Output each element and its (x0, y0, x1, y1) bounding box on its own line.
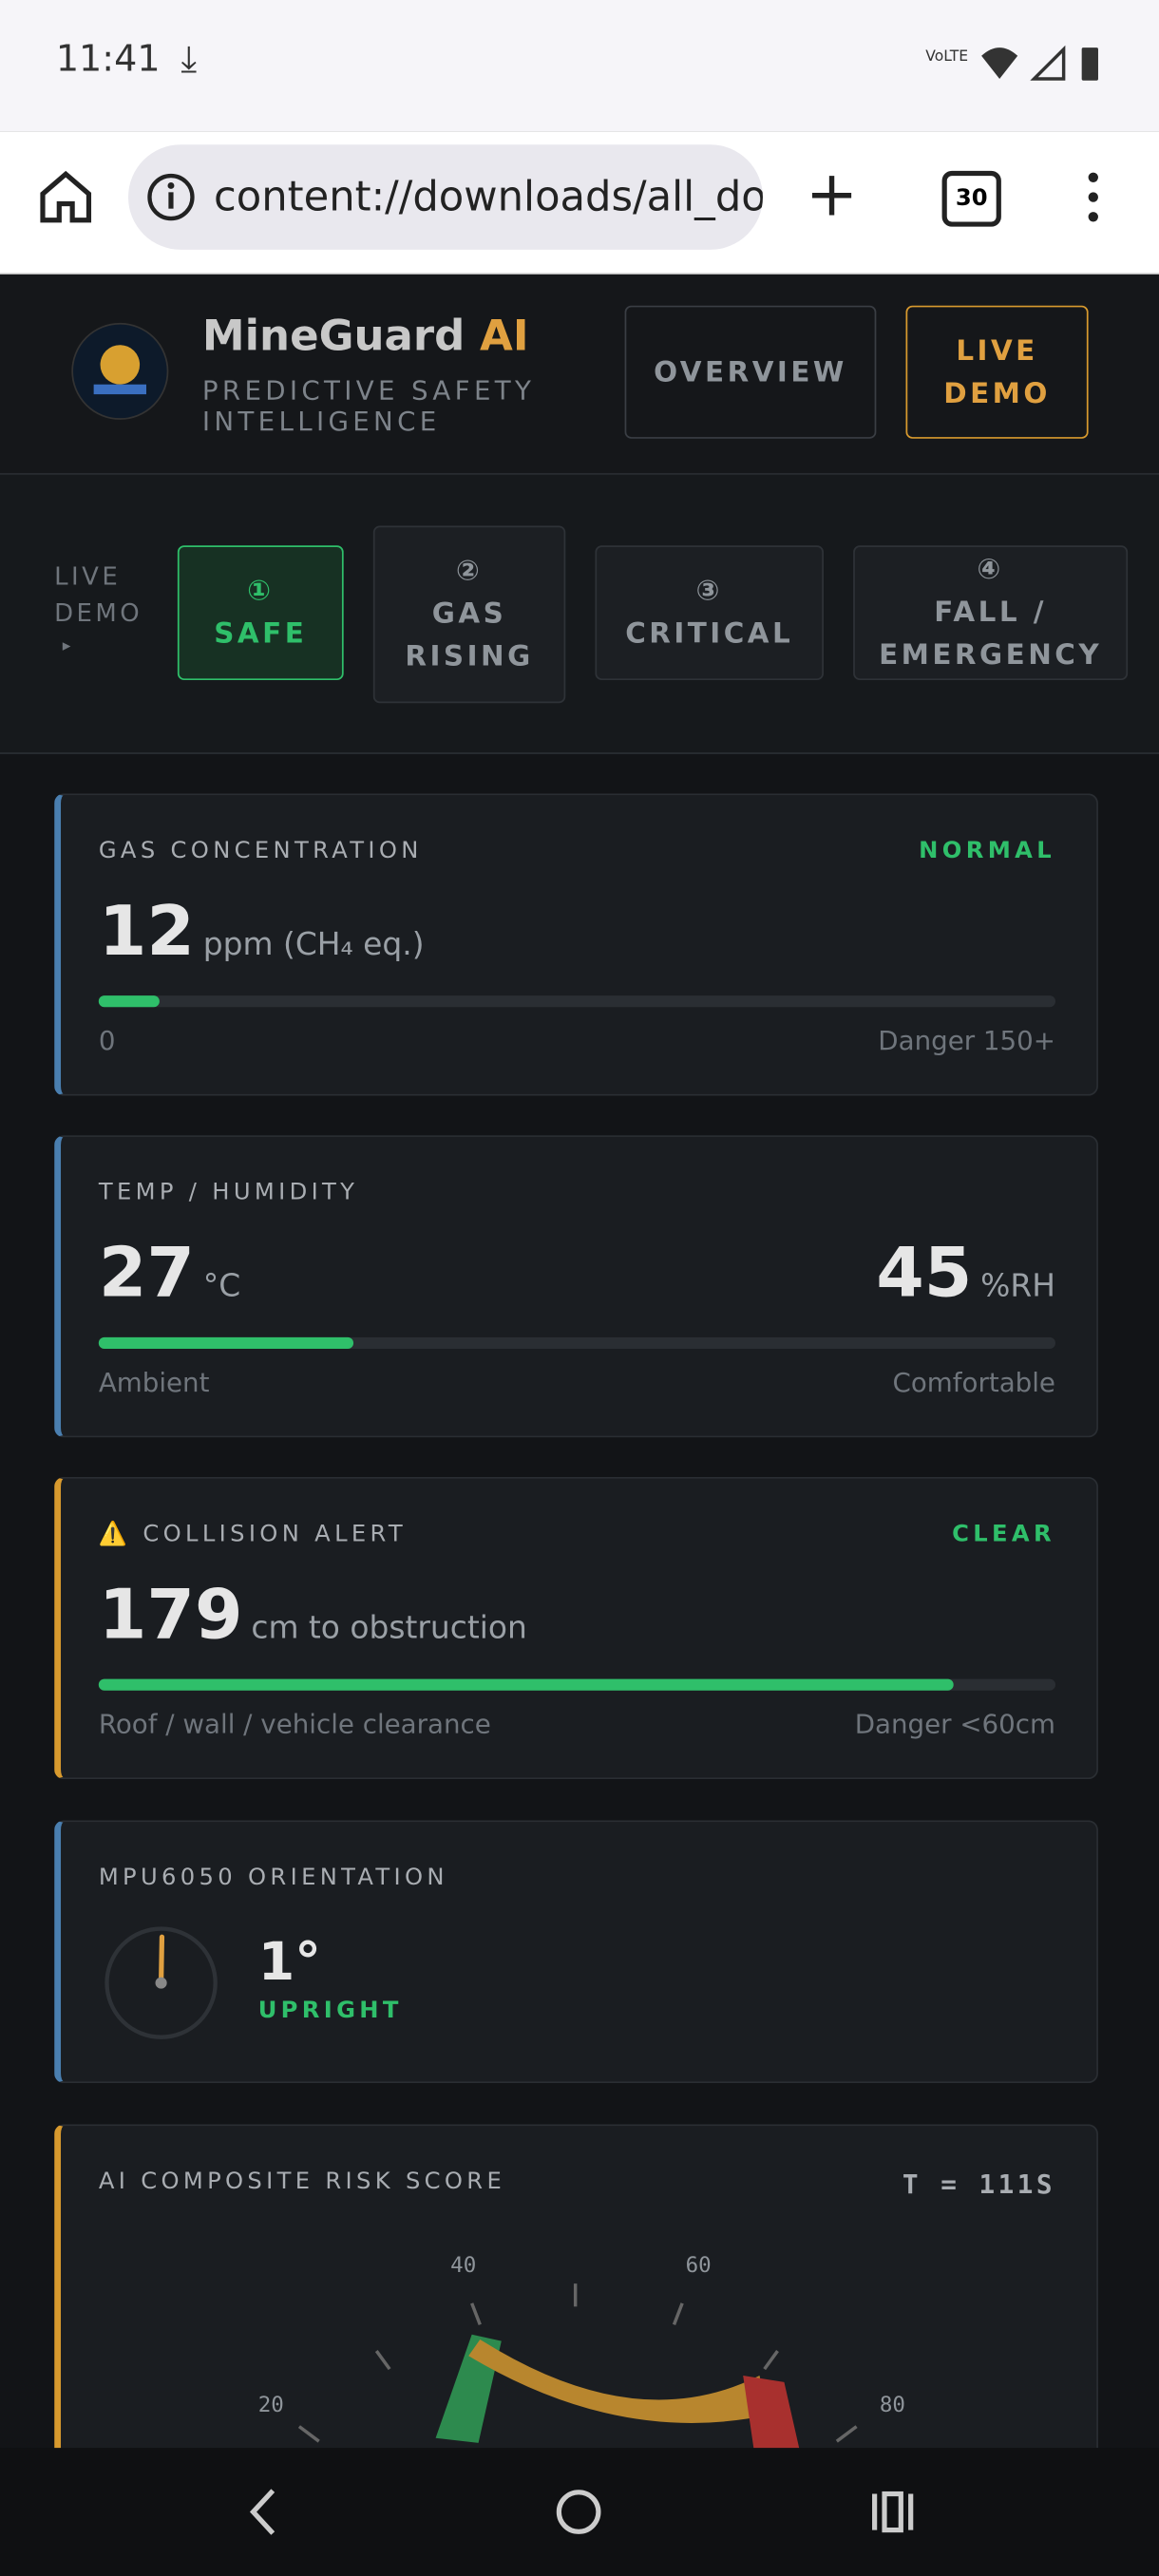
temp-reading: 27 °C (99, 1232, 240, 1313)
angle-value: 1° (257, 1930, 321, 1994)
subtitle: PREDICTIVE SAFETY INTELLIGENCE (201, 374, 536, 438)
brand-accent: AI (480, 312, 529, 362)
temp-unit: °C (202, 1268, 241, 1305)
min-label: Ambient (98, 1367, 210, 1398)
gauge-tick-label: 60 (685, 2254, 712, 2279)
gauge-warn-zone (468, 2339, 769, 2423)
demo-step[interactable]: ③ CRITICAL (595, 545, 824, 681)
reading: 12 ppm (CH₄ eq.) (99, 890, 425, 971)
step-label: GAS RISING (405, 597, 534, 674)
step-label: CRITICAL (625, 617, 794, 651)
download-icon: ⤓ (180, 39, 198, 81)
site-header (0, 274, 1159, 475)
collision-card: ⚠️ COLLISION ALERT CLEAR 179 cm to obstr… (54, 1476, 1098, 1780)
card-title: GAS CONCENTRATION (98, 838, 423, 864)
status-bar (0, 0, 1159, 132)
orientation-status: UPRIGHT (257, 1998, 403, 2024)
home-nav-button[interactable] (556, 2490, 601, 2534)
brand-name: MineGuard (201, 312, 466, 362)
card-status: CLEAR (952, 1521, 1055, 1548)
gas-track (98, 995, 1055, 1008)
clock: 11:41 (55, 39, 161, 81)
max-label: Danger <60cm (854, 1708, 1055, 1740)
demo-step[interactable]: ④ FALL / EMERGENCY (853, 545, 1129, 681)
gauge-tick-label: 40 (450, 2254, 477, 2279)
demo-label: LIVE DEMO (54, 561, 143, 628)
humidity-unit: %RH (980, 1268, 1055, 1305)
risk-gauge (297, 2283, 858, 2455)
humidity-reading: 45 %RH (876, 1232, 1055, 1313)
title-text: COLLISION ALERT (142, 1521, 408, 1548)
min-label: 0 (98, 1025, 116, 1057)
card-title: TEMP / HUMIDITY (98, 1179, 359, 1206)
card-title: MPU6050 ORIENTATION (98, 1865, 448, 1891)
demo-arrow: ▸ (62, 637, 71, 656)
card-status: NORMAL (919, 838, 1055, 864)
gauge-danger-zone (743, 2376, 801, 2455)
network-label: VoLTE (925, 48, 969, 66)
tab-count[interactable]: 30 (941, 170, 1001, 227)
card-title: ⚠️ COLLISION ALERT (99, 1522, 407, 1548)
min-label: Roof / wall / vehicle clearance (98, 1708, 491, 1740)
max-label: Danger 150+ (878, 1025, 1055, 1057)
info-icon (147, 173, 195, 221)
distance-fill (98, 1678, 954, 1691)
step-number: ① (247, 575, 275, 608)
demo-step[interactable]: ② GAS RISING (372, 525, 566, 704)
step-label: SAFE (214, 617, 308, 651)
live-demo-button[interactable]: LIVE DEMO (905, 305, 1089, 439)
tilt-dial (104, 1926, 218, 2039)
distance-value: 179 (98, 1573, 243, 1655)
temp-track (98, 1336, 1055, 1350)
temp-value: 27 (98, 1232, 195, 1313)
step-number: ③ (695, 575, 723, 608)
humidity-value: 45 (876, 1232, 973, 1313)
gas-value: 12 (98, 890, 195, 972)
gauge-tick-label: 80 (879, 2394, 905, 2418)
time-label: T = 111S (902, 2169, 1055, 2200)
temp-card: TEMP / HUMIDITY 27 °C 45 %RH Ambient Com… (54, 1135, 1098, 1438)
step-label: FALL / EMERGENCY (879, 596, 1103, 672)
orientation-card: MPU6050 ORIENTATION 1° UPRIGHT (54, 1820, 1098, 2084)
gauge-tick-label: 20 (257, 2394, 284, 2418)
max-label: Comfortable (892, 1367, 1055, 1398)
overview-button[interactable]: OVERVIEW (624, 305, 877, 439)
brand: MineGuard AI (202, 313, 529, 362)
warning-icon: ⚠️ (98, 1521, 132, 1548)
nav-buttons (249, 2489, 914, 2535)
url-field[interactable]: content://downloads/all_dov (127, 144, 763, 250)
menu-button[interactable] (1076, 171, 1110, 223)
temp-fill (98, 1336, 354, 1350)
back-button[interactable] (249, 2489, 276, 2535)
status-icons (981, 45, 1098, 81)
distance-unit: cm to obstruction (251, 1610, 527, 1647)
card-title: AI COMPOSITE RISK SCORE (98, 2169, 506, 2195)
gas-card: GAS CONCENTRATION NORMAL 12 ppm (CH₄ eq.… (54, 793, 1098, 1096)
gas-fill (98, 995, 160, 1008)
new-tab-button[interactable]: + (805, 158, 859, 231)
distance-track (98, 1678, 1055, 1691)
nav-bar (0, 2448, 1159, 2576)
reading: 179 cm to obstruction (99, 1574, 527, 1655)
recents-button[interactable] (872, 2491, 914, 2533)
demo-step[interactable]: ① SAFE (177, 545, 344, 681)
logo (71, 322, 169, 420)
step-number: ② (455, 555, 484, 589)
step-number: ④ (977, 553, 1004, 587)
home-button[interactable] (36, 167, 95, 226)
gas-unit: ppm (CH₄ eq.) (202, 926, 425, 963)
url-text: content://downloads/all_dov (213, 172, 763, 220)
